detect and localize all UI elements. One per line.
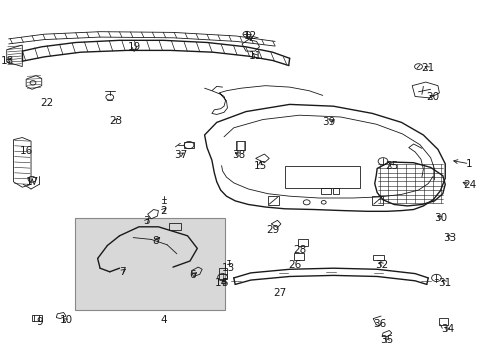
Text: 5: 5 bbox=[220, 278, 227, 288]
Text: 20: 20 bbox=[426, 92, 439, 102]
Bar bbox=[293, 253, 304, 260]
Text: 8: 8 bbox=[152, 236, 159, 246]
Text: 19: 19 bbox=[127, 42, 141, 52]
Text: 29: 29 bbox=[265, 225, 279, 235]
Text: 16: 16 bbox=[20, 146, 33, 156]
Text: 11: 11 bbox=[248, 51, 262, 61]
Text: 18: 18 bbox=[1, 56, 14, 66]
Text: 27: 27 bbox=[273, 288, 286, 298]
Text: 35: 35 bbox=[380, 335, 393, 345]
Bar bbox=[75, 218, 224, 310]
Text: 37: 37 bbox=[173, 150, 186, 160]
Text: 28: 28 bbox=[292, 245, 305, 255]
Text: 15: 15 bbox=[253, 161, 266, 171]
Text: 10: 10 bbox=[60, 315, 72, 325]
Text: 3: 3 bbox=[142, 216, 149, 226]
Text: 12: 12 bbox=[244, 31, 257, 41]
Bar bbox=[298, 239, 307, 246]
Text: 25: 25 bbox=[385, 161, 398, 171]
Text: 33: 33 bbox=[443, 233, 456, 243]
Text: 36: 36 bbox=[372, 319, 386, 329]
Text: 30: 30 bbox=[433, 213, 446, 223]
Text: 7: 7 bbox=[119, 267, 125, 277]
Text: 13: 13 bbox=[222, 263, 235, 273]
Text: 34: 34 bbox=[440, 324, 453, 334]
Text: 39: 39 bbox=[321, 117, 334, 127]
Bar bbox=[32, 315, 41, 321]
Bar bbox=[333, 188, 339, 194]
Text: 24: 24 bbox=[462, 180, 475, 190]
Bar bbox=[219, 268, 226, 279]
Bar bbox=[183, 142, 194, 148]
Text: 23: 23 bbox=[109, 116, 122, 126]
Bar bbox=[321, 188, 330, 194]
Text: 22: 22 bbox=[40, 98, 53, 108]
Text: 38: 38 bbox=[231, 150, 245, 160]
Bar bbox=[169, 223, 181, 230]
Text: 31: 31 bbox=[438, 278, 451, 288]
Text: 21: 21 bbox=[421, 63, 434, 73]
Bar bbox=[236, 141, 244, 150]
Text: 32: 32 bbox=[375, 260, 388, 270]
Text: 26: 26 bbox=[287, 260, 301, 270]
Bar bbox=[439, 318, 447, 325]
Text: 4: 4 bbox=[160, 315, 166, 325]
Text: 9: 9 bbox=[36, 317, 42, 327]
Text: 17: 17 bbox=[25, 177, 39, 187]
Text: 1: 1 bbox=[465, 159, 472, 169]
Text: 6: 6 bbox=[189, 270, 195, 280]
Text: 2: 2 bbox=[160, 206, 166, 216]
Bar bbox=[284, 166, 360, 188]
Text: 14: 14 bbox=[215, 278, 228, 288]
Bar bbox=[372, 255, 383, 260]
